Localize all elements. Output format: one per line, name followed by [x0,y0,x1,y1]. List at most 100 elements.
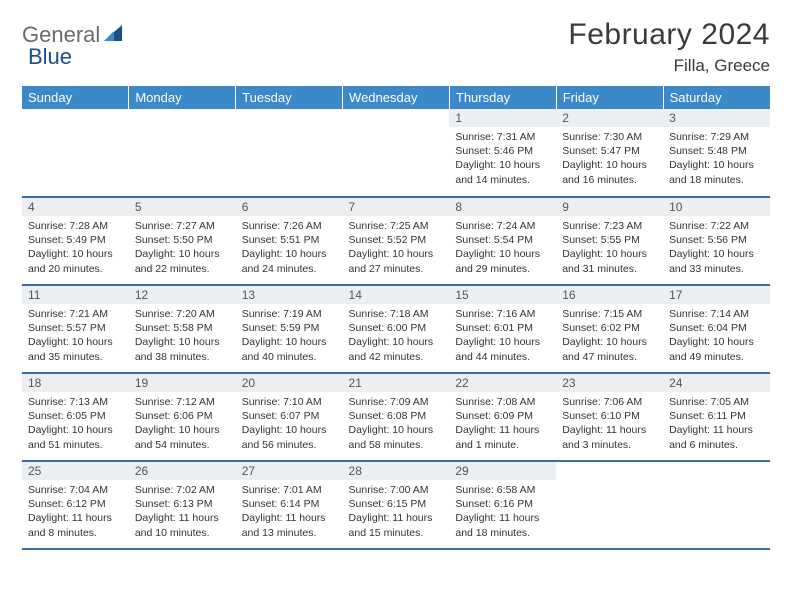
calendar-header: SundayMondayTuesdayWednesdayThursdayFrid… [22,86,770,109]
calendar-cell: . [343,109,450,197]
day-number: 19 [129,374,236,392]
day-details: Sunrise: 7:28 AMSunset: 5:49 PMDaylight:… [22,216,129,280]
day-number: 10 [663,198,770,216]
day-number: 25 [22,462,129,480]
calendar-cell: . [236,109,343,197]
day-details: Sunrise: 7:10 AMSunset: 6:07 PMDaylight:… [236,392,343,456]
day-details: Sunrise: 7:05 AMSunset: 6:11 PMDaylight:… [663,392,770,456]
day-details: Sunrise: 7:02 AMSunset: 6:13 PMDaylight:… [129,480,236,544]
day-number: 18 [22,374,129,392]
day-number: 20 [236,374,343,392]
day-details: Sunrise: 7:29 AMSunset: 5:48 PMDaylight:… [663,127,770,191]
calendar-cell: 6Sunrise: 7:26 AMSunset: 5:51 PMDaylight… [236,197,343,285]
day-number: 16 [556,286,663,304]
calendar-cell: . [663,461,770,549]
day-details: Sunrise: 7:12 AMSunset: 6:06 PMDaylight:… [129,392,236,456]
day-number: 21 [343,374,450,392]
weekday-header: Wednesday [343,86,450,109]
calendar-cell: 12Sunrise: 7:20 AMSunset: 5:58 PMDayligh… [129,285,236,373]
day-number: 15 [449,286,556,304]
calendar-row: 4Sunrise: 7:28 AMSunset: 5:49 PMDaylight… [22,197,770,285]
day-number: 27 [236,462,343,480]
day-number: 9 [556,198,663,216]
calendar-cell: 21Sunrise: 7:09 AMSunset: 6:08 PMDayligh… [343,373,450,461]
day-number: 11 [22,286,129,304]
weekday-header: Tuesday [236,86,343,109]
calendar-cell: 18Sunrise: 7:13 AMSunset: 6:05 PMDayligh… [22,373,129,461]
calendar-cell: 15Sunrise: 7:16 AMSunset: 6:01 PMDayligh… [449,285,556,373]
calendar-cell: 2Sunrise: 7:30 AMSunset: 5:47 PMDaylight… [556,109,663,197]
calendar-cell: 3Sunrise: 7:29 AMSunset: 5:48 PMDaylight… [663,109,770,197]
day-number: 8 [449,198,556,216]
calendar-cell: 24Sunrise: 7:05 AMSunset: 6:11 PMDayligh… [663,373,770,461]
calendar-page: General February 2024 Filla, Greece Blue… [0,0,792,550]
calendar-row: 11Sunrise: 7:21 AMSunset: 5:57 PMDayligh… [22,285,770,373]
calendar-table: SundayMondayTuesdayWednesdayThursdayFrid… [22,86,770,550]
day-details: Sunrise: 7:23 AMSunset: 5:55 PMDaylight:… [556,216,663,280]
calendar-cell: 14Sunrise: 7:18 AMSunset: 6:00 PMDayligh… [343,285,450,373]
calendar-cell: 22Sunrise: 7:08 AMSunset: 6:09 PMDayligh… [449,373,556,461]
day-number: 22 [449,374,556,392]
day-number: 24 [663,374,770,392]
calendar-cell: 19Sunrise: 7:12 AMSunset: 6:06 PMDayligh… [129,373,236,461]
day-number: 3 [663,109,770,127]
day-details: Sunrise: 7:00 AMSunset: 6:15 PMDaylight:… [343,480,450,544]
logo-sub: Blue [28,44,72,70]
calendar-cell: 29Sunrise: 6:58 AMSunset: 6:16 PMDayligh… [449,461,556,549]
day-number: 5 [129,198,236,216]
day-number: 14 [343,286,450,304]
weekday-header: Friday [556,86,663,109]
calendar-row: 18Sunrise: 7:13 AMSunset: 6:05 PMDayligh… [22,373,770,461]
day-details: Sunrise: 7:14 AMSunset: 6:04 PMDaylight:… [663,304,770,368]
calendar-cell: 20Sunrise: 7:10 AMSunset: 6:07 PMDayligh… [236,373,343,461]
day-details: Sunrise: 7:19 AMSunset: 5:59 PMDaylight:… [236,304,343,368]
weekday-header: Sunday [22,86,129,109]
day-number: 12 [129,286,236,304]
calendar-cell: 5Sunrise: 7:27 AMSunset: 5:50 PMDaylight… [129,197,236,285]
title-block: February 2024 Filla, Greece [568,18,770,76]
day-number: 29 [449,462,556,480]
calendar-cell: 26Sunrise: 7:02 AMSunset: 6:13 PMDayligh… [129,461,236,549]
calendar-cell: . [556,461,663,549]
day-details: Sunrise: 7:26 AMSunset: 5:51 PMDaylight:… [236,216,343,280]
day-details: Sunrise: 7:22 AMSunset: 5:56 PMDaylight:… [663,216,770,280]
calendar-cell: . [22,109,129,197]
weekday-header: Thursday [449,86,556,109]
calendar-cell: 1Sunrise: 7:31 AMSunset: 5:46 PMDaylight… [449,109,556,197]
day-details: Sunrise: 7:18 AMSunset: 6:00 PMDaylight:… [343,304,450,368]
calendar-cell: 23Sunrise: 7:06 AMSunset: 6:10 PMDayligh… [556,373,663,461]
day-number: 23 [556,374,663,392]
location-text: Filla, Greece [568,56,770,76]
calendar-body: ....1Sunrise: 7:31 AMSunset: 5:46 PMDayl… [22,109,770,549]
day-number: 2 [556,109,663,127]
day-details: Sunrise: 7:15 AMSunset: 6:02 PMDaylight:… [556,304,663,368]
calendar-cell: 11Sunrise: 7:21 AMSunset: 5:57 PMDayligh… [22,285,129,373]
header-row: General February 2024 Filla, Greece [22,18,770,76]
day-details: Sunrise: 7:20 AMSunset: 5:58 PMDaylight:… [129,304,236,368]
calendar-cell: 8Sunrise: 7:24 AMSunset: 5:54 PMDaylight… [449,197,556,285]
day-details: Sunrise: 7:30 AMSunset: 5:47 PMDaylight:… [556,127,663,191]
logo-sail-icon [102,23,126,48]
calendar-cell: 9Sunrise: 7:23 AMSunset: 5:55 PMDaylight… [556,197,663,285]
calendar-cell: 10Sunrise: 7:22 AMSunset: 5:56 PMDayligh… [663,197,770,285]
day-number: 1 [449,109,556,127]
day-details: Sunrise: 7:31 AMSunset: 5:46 PMDaylight:… [449,127,556,191]
calendar-cell: 13Sunrise: 7:19 AMSunset: 5:59 PMDayligh… [236,285,343,373]
day-number: 7 [343,198,450,216]
day-details: Sunrise: 7:08 AMSunset: 6:09 PMDaylight:… [449,392,556,456]
calendar-cell: 4Sunrise: 7:28 AMSunset: 5:49 PMDaylight… [22,197,129,285]
day-details: Sunrise: 7:04 AMSunset: 6:12 PMDaylight:… [22,480,129,544]
day-details: Sunrise: 6:58 AMSunset: 6:16 PMDaylight:… [449,480,556,544]
calendar-cell: 25Sunrise: 7:04 AMSunset: 6:12 PMDayligh… [22,461,129,549]
calendar-cell: 17Sunrise: 7:14 AMSunset: 6:04 PMDayligh… [663,285,770,373]
calendar-row: 25Sunrise: 7:04 AMSunset: 6:12 PMDayligh… [22,461,770,549]
day-number: 13 [236,286,343,304]
day-details: Sunrise: 7:13 AMSunset: 6:05 PMDaylight:… [22,392,129,456]
weekday-header: Saturday [663,86,770,109]
day-number: 17 [663,286,770,304]
day-details: Sunrise: 7:25 AMSunset: 5:52 PMDaylight:… [343,216,450,280]
logo-text-blue: Blue [28,44,72,69]
day-number: 6 [236,198,343,216]
calendar-cell: . [129,109,236,197]
calendar-cell: 7Sunrise: 7:25 AMSunset: 5:52 PMDaylight… [343,197,450,285]
